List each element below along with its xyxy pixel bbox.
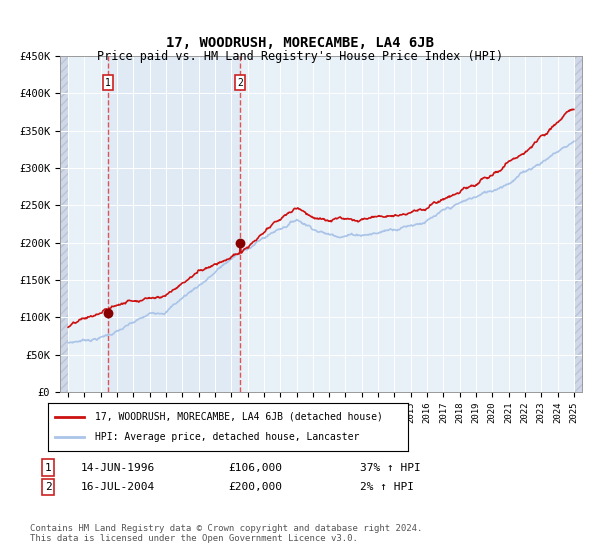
Point (103, 309, 113, 318)
Text: £200,000: £200,000 (228, 482, 282, 492)
Bar (108, 56, 240, 392)
Text: Price paid vs. HM Land Registry's House Price Index (HPI): Price paid vs. HM Land Registry's House … (97, 50, 503, 63)
Text: 2: 2 (44, 482, 52, 492)
Point (235, 238, 245, 247)
Text: 17, WOODRUSH, MORECAMBE, LA4 6JB: 17, WOODRUSH, MORECAMBE, LA4 6JB (166, 36, 434, 50)
Text: 2% ↑ HPI: 2% ↑ HPI (360, 482, 414, 492)
Text: 16-JUL-2004: 16-JUL-2004 (81, 482, 155, 492)
Bar (574, 56, 582, 392)
Text: 1: 1 (44, 463, 52, 473)
Text: £106,000: £106,000 (228, 463, 282, 473)
Text: HPI: Average price, detached house, Lancaster: HPI: Average price, detached house, Lanc… (95, 432, 359, 442)
Text: Contains HM Land Registry data © Crown copyright and database right 2024.
This d: Contains HM Land Registry data © Crown c… (30, 524, 422, 543)
Text: 37% ↑ HPI: 37% ↑ HPI (360, 463, 421, 473)
Text: 1: 1 (105, 78, 111, 88)
Text: 17, WOODRUSH, MORECAMBE, LA4 6JB (detached house): 17, WOODRUSH, MORECAMBE, LA4 6JB (detach… (95, 412, 383, 422)
Bar (60, 56, 68, 392)
Text: 14-JUN-1996: 14-JUN-1996 (81, 463, 155, 473)
Text: 2: 2 (237, 78, 243, 88)
